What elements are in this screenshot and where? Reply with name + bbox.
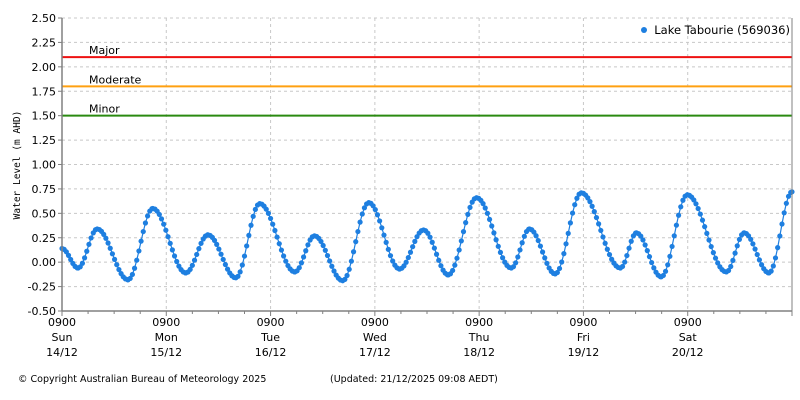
y-tick-label: 1.25 [32,134,57,147]
x-tick-label: 19/12 [568,346,600,359]
x-tick-label: 20/12 [672,346,704,359]
y-tick-label: 1.75 [32,85,57,98]
y-tick-label: 0.75 [32,183,57,196]
legend: Lake Tabourie (569036) [641,23,790,37]
y-tick-label: -0.50 [28,305,56,318]
x-tick-label: 15/12 [150,346,182,359]
y-tick-label: 2.25 [32,36,57,49]
x-tick-label: 16/12 [255,346,287,359]
y-tick-label: 1.00 [32,159,57,172]
x-tick-label: Sun [52,331,73,344]
x-tick-label: 0900 [257,316,285,329]
x-tick-label: 0900 [48,316,76,329]
x-tick-label: 0900 [569,316,597,329]
x-tick-label: 0900 [361,316,389,329]
x-tick-label: Thu [468,331,490,344]
x-tick-label: 0900 [465,316,493,329]
x-tick-label: 0900 [152,316,180,329]
data-series [59,189,795,284]
x-tick-label: Tue [260,331,280,344]
grid-lines [62,17,792,311]
axes: 2.50 2.25 2.00 1.75 1.50 1.25 1.00 0.75 0.50 0.25… [28,12,793,359]
updated-timestamp: (Updated: 21/12/2025 09:08 AEDT) [330,374,498,385]
y-axis-label: Water Level (m AHD) [12,111,23,220]
x-tick-label: 0900 [674,316,702,329]
x-tick-label: Sat [679,331,698,344]
y-tick-label: 1.50 [32,110,57,123]
legend-label: Lake Tabourie (569036) [654,23,790,37]
x-tick-label: 14/12 [46,346,78,359]
y-tick-label: 2.50 [32,12,57,25]
x-tick-label: Fri [577,331,590,344]
y-tick-label: 0.50 [32,207,57,220]
threshold-label: Minor [89,103,120,116]
y-tick-label: 0.25 [32,232,57,245]
copyright-text: © Copyright Australian Bureau of Meteoro… [18,374,267,385]
threshold-label: Major [89,44,120,57]
threshold-lines: Major Moderate Minor [62,44,792,117]
x-tick-label: 18/12 [463,346,495,359]
x-tick-label: 17/12 [359,346,391,359]
y-tick-label: 0.00 [32,256,57,269]
x-tick-label: Mon [155,331,178,344]
y-tick-label: 2.00 [32,61,57,74]
y-tick-label: -0.25 [28,281,56,294]
legend-dot-icon [641,27,648,33]
x-tick-label: Wed [363,331,387,344]
threshold-label: Moderate [89,73,142,86]
